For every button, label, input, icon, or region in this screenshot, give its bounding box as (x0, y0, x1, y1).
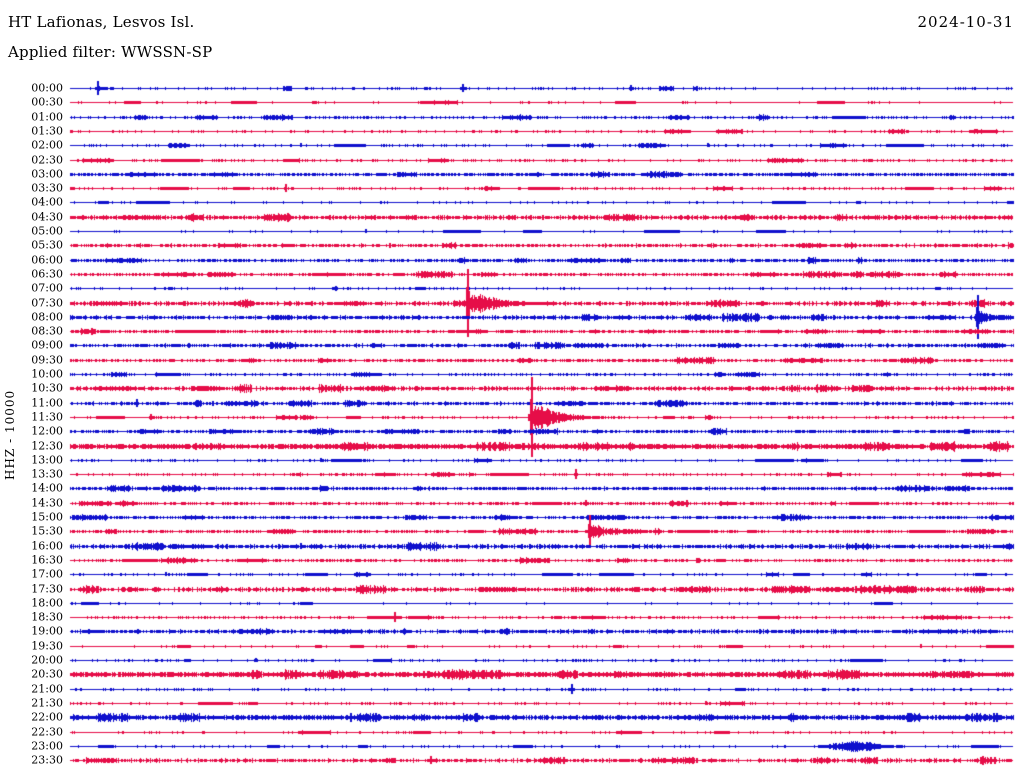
time-label-08:30: 08:30 (31, 324, 63, 338)
time-label-23:30: 23:30 (31, 753, 63, 767)
time-label-09:30: 09:30 (31, 353, 63, 367)
time-label-21:00: 21:00 (31, 682, 63, 696)
time-label-22:00: 22:00 (31, 710, 63, 724)
applied-filter-label: Applied filter: WWSSN-SP (8, 43, 213, 61)
time-label-07:00: 07:00 (31, 281, 63, 295)
time-label-23:00: 23:00 (31, 739, 63, 753)
time-label-21:30: 21:30 (31, 696, 63, 710)
time-label-14:30: 14:30 (31, 496, 63, 510)
time-label-13:00: 13:00 (31, 453, 63, 467)
time-label-17:30: 17:30 (31, 582, 63, 595)
time-label-17:00: 17:00 (31, 567, 63, 581)
time-label-00:30: 00:30 (31, 95, 63, 109)
station-title: HT Lafionas, Lesvos Isl. (8, 13, 195, 31)
time-label-02:30: 02:30 (31, 153, 63, 166)
time-label-15:00: 15:00 (31, 510, 63, 524)
time-label-22:30: 22:30 (31, 725, 63, 738)
time-label-11:00: 11:00 (31, 396, 63, 410)
time-label-06:30: 06:30 (31, 267, 63, 281)
time-label-12:00: 12:00 (31, 424, 63, 438)
time-label-08:00: 08:00 (31, 310, 63, 324)
time-label-18:00: 18:00 (31, 596, 63, 610)
time-label-02:00: 02:00 (31, 138, 63, 152)
time-label-04:00: 04:00 (31, 195, 63, 209)
time-label-05:00: 05:00 (31, 224, 63, 238)
plot-date: 2024-10-31 (917, 13, 1014, 31)
time-label-20:30: 20:30 (31, 667, 63, 681)
time-label-03:00: 03:00 (31, 167, 63, 181)
time-label-11:30: 11:30 (31, 410, 63, 424)
time-label-12:30: 12:30 (31, 439, 63, 452)
time-label-01:30: 01:30 (31, 124, 63, 138)
time-label-14:00: 14:00 (31, 481, 63, 495)
time-label-00:00: 00:00 (31, 81, 63, 95)
time-label-16:30: 16:30 (31, 553, 63, 567)
time-label-05:30: 05:30 (31, 238, 63, 252)
time-label-20:00: 20:00 (31, 653, 63, 667)
time-label-06:00: 06:00 (31, 253, 63, 267)
time-label-10:00: 10:00 (31, 367, 63, 381)
time-label-19:30: 19:30 (31, 639, 63, 653)
time-label-04:30: 04:30 (31, 210, 63, 224)
time-label-18:30: 18:30 (31, 610, 63, 624)
time-label-01:00: 01:00 (31, 110, 63, 124)
time-label-15:30: 15:30 (31, 524, 63, 538)
time-label-10:30: 10:30 (31, 381, 63, 395)
time-label-07:30: 07:30 (31, 296, 63, 309)
time-label-13:30: 13:30 (31, 467, 63, 481)
time-label-03:30: 03:30 (31, 181, 63, 195)
time-label-16:00: 16:00 (31, 539, 63, 553)
time-label-09:00: 09:00 (31, 338, 63, 352)
time-label-19:00: 19:00 (31, 624, 63, 638)
